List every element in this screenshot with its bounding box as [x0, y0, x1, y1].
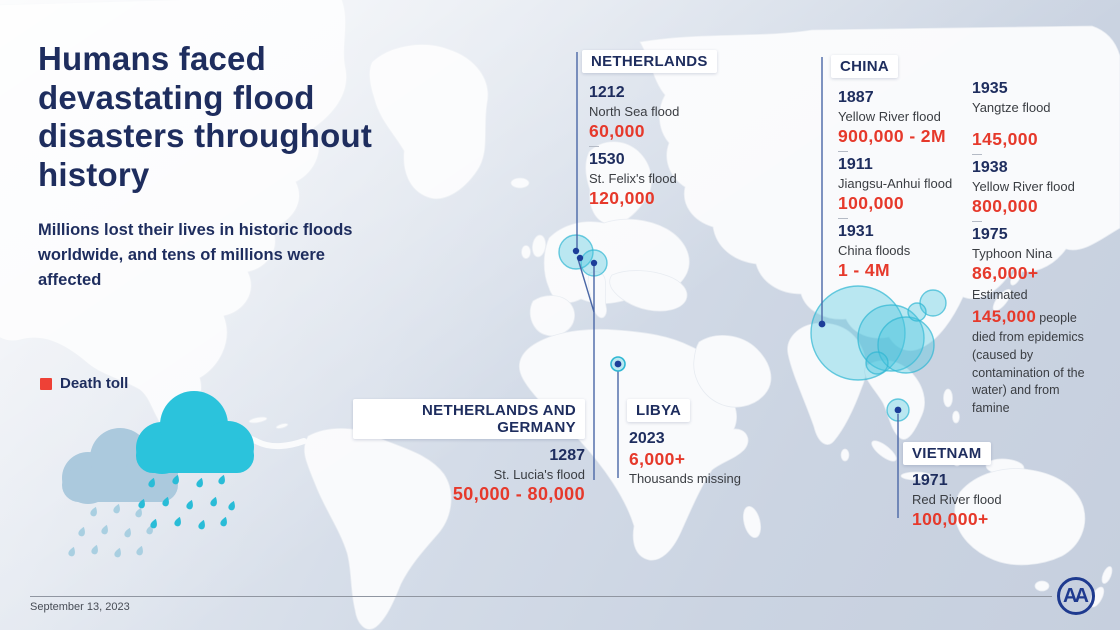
entry-event: Red River flood: [912, 491, 1002, 507]
country-label: LIBYA: [627, 399, 691, 422]
entry-event: Jiangsu-Anhui flood: [838, 175, 953, 191]
callout-china: CHINA 1887 Yellow River flood 900,000 - …: [831, 55, 952, 280]
location-dot: [614, 360, 622, 368]
entry-death-toll: 120,000: [589, 187, 656, 208]
callout-line-nl-germany-diagonal: [577, 258, 595, 313]
entry-year: 1911: [838, 156, 873, 174]
death-toll-marker-icon: [40, 377, 52, 390]
country-label: NETHERLANDS AND GERMANY: [353, 399, 585, 439]
impact-bubbles: [558, 234, 947, 422]
country-label: CHINA: [831, 55, 898, 78]
callout-netherlands: NETHERLANDS 1212 North Sea flood 60,000 …: [582, 50, 717, 208]
impact-bubble: [857, 304, 925, 372]
flood-entry: 1975 Typhoon Nina 86,000+ Estimated 145,0…: [972, 226, 1096, 418]
entry-event: Yangtze flood: [972, 99, 1051, 115]
entry-year: 1887: [838, 89, 874, 106]
legend-label: Death toll: [60, 375, 129, 392]
entry-death-toll: 50,000 - 80,000: [452, 483, 585, 504]
page-title: Humans faced devastating flood disasters…: [38, 40, 373, 193]
flood-entry: 1971 Red River flood 100,000+: [912, 472, 1002, 529]
entry-death-toll: 86,000+: [972, 263, 1039, 284]
entry-death-toll: 6,000+: [629, 448, 686, 469]
entry-note: Estimated 145,000 people died from epidemi…: [972, 287, 1096, 418]
title-block: Humans faced devastating flood disasters…: [38, 40, 438, 293]
entry-divider: [972, 221, 982, 223]
entry-event: St. Felix's flood: [589, 170, 677, 186]
location-dot: [590, 259, 598, 267]
entry-year: 1931: [838, 223, 874, 241]
entry-event: North Sea flood: [589, 103, 680, 119]
entry-divider: [838, 151, 848, 153]
callout-lines: [576, 52, 899, 518]
flood-entry: 1938 Yellow River flood 800,000: [972, 159, 1096, 216]
callout-netherlands-and-germany: NETHERLANDS AND GERMANY 1287 St. Lucia's…: [353, 399, 585, 505]
publish-date: September 13, 2023: [30, 601, 130, 613]
callout-libya: LIBYA 2023 6,000+ Thousands missing: [627, 399, 741, 489]
entry-year: 1938: [972, 159, 1008, 177]
entry-year: 1935: [972, 80, 1008, 97]
impact-bubble: [877, 316, 935, 374]
legend: Death toll: [40, 375, 128, 392]
callout-vietnam: VIETNAM 1971 Red River flood 100,000+: [903, 442, 1002, 529]
entry-death-toll: 100,000: [838, 192, 905, 213]
flood-entry: 1530 St. Felix's flood 120,000: [589, 151, 717, 208]
flood-entry: 1287 St. Lucia's flood 50,000 - 80,000: [353, 447, 585, 505]
note-text: people died from epidemics (caused by co…: [972, 311, 1085, 416]
note-death-toll: 145,000: [972, 307, 1037, 327]
entry-year: 1975: [972, 226, 1008, 244]
location-dot: [894, 406, 902, 414]
flood-entry: 2023 6,000+ Thousands missing: [629, 430, 741, 487]
entry-year: 1530: [589, 151, 625, 169]
entry-event: St. Lucia's flood: [493, 466, 585, 482]
entry-death-toll: 145,000: [972, 128, 1039, 149]
entry-event: China floods: [838, 242, 911, 258]
entry-event: Thousands missing: [629, 470, 741, 486]
location-dot: [576, 254, 584, 262]
country-label: NETHERLANDS: [582, 50, 717, 73]
entry-event: Yellow River flood: [838, 108, 941, 124]
flood-entry: 1935 Yangtze flood 145,000: [972, 80, 1096, 149]
location-dot: [572, 247, 580, 255]
flood-entry: 1212 North Sea flood 60,000: [589, 84, 717, 141]
callout-china-more: 1935 Yangtze flood 145,000 1938 Yellow R…: [972, 80, 1096, 418]
entry-year: 1287: [549, 447, 585, 464]
flood-entry: 1931 China floods 1 - 4M: [838, 223, 952, 280]
note-prefix: Estimated: [972, 288, 1028, 303]
entry-death-toll: 60,000: [589, 120, 645, 141]
entry-year: 1971: [912, 472, 948, 489]
entry-year: 1212: [589, 84, 625, 101]
entry-divider: [838, 218, 848, 220]
location-dots: [572, 247, 902, 414]
impact-bubble: [865, 351, 889, 375]
impact-bubble: [907, 302, 927, 322]
entry-death-toll: 100,000+: [912, 508, 989, 529]
country-label: VIETNAM: [903, 442, 991, 465]
flood-entry: 1911 Jiangsu-Anhui flood 100,000: [838, 156, 952, 213]
flood-entry: 1887 Yellow River flood 900,000 - 2M: [838, 89, 952, 146]
entry-death-toll: 1 - 4M: [838, 260, 890, 281]
front-cloud: [136, 391, 254, 474]
anadolu-agency-logo-icon: AA: [1057, 577, 1095, 615]
location-dot: [818, 320, 826, 328]
rain-cloud-illustration: [62, 391, 254, 559]
entry-year: 2023: [629, 430, 665, 447]
entry-death-toll: 800,000: [972, 195, 1039, 216]
entry-death-toll: 900,000 - 2M: [838, 125, 946, 146]
page-subtitle: Millions lost their lives in historic fl…: [38, 221, 353, 289]
logo-monogram: AA: [1063, 584, 1089, 607]
entry-divider: [589, 146, 599, 148]
entry-event: Yellow River flood: [972, 178, 1075, 194]
entry-divider: [972, 154, 982, 156]
entry-event: Typhoon Nina: [972, 245, 1053, 261]
footer-divider: [30, 596, 1052, 597]
